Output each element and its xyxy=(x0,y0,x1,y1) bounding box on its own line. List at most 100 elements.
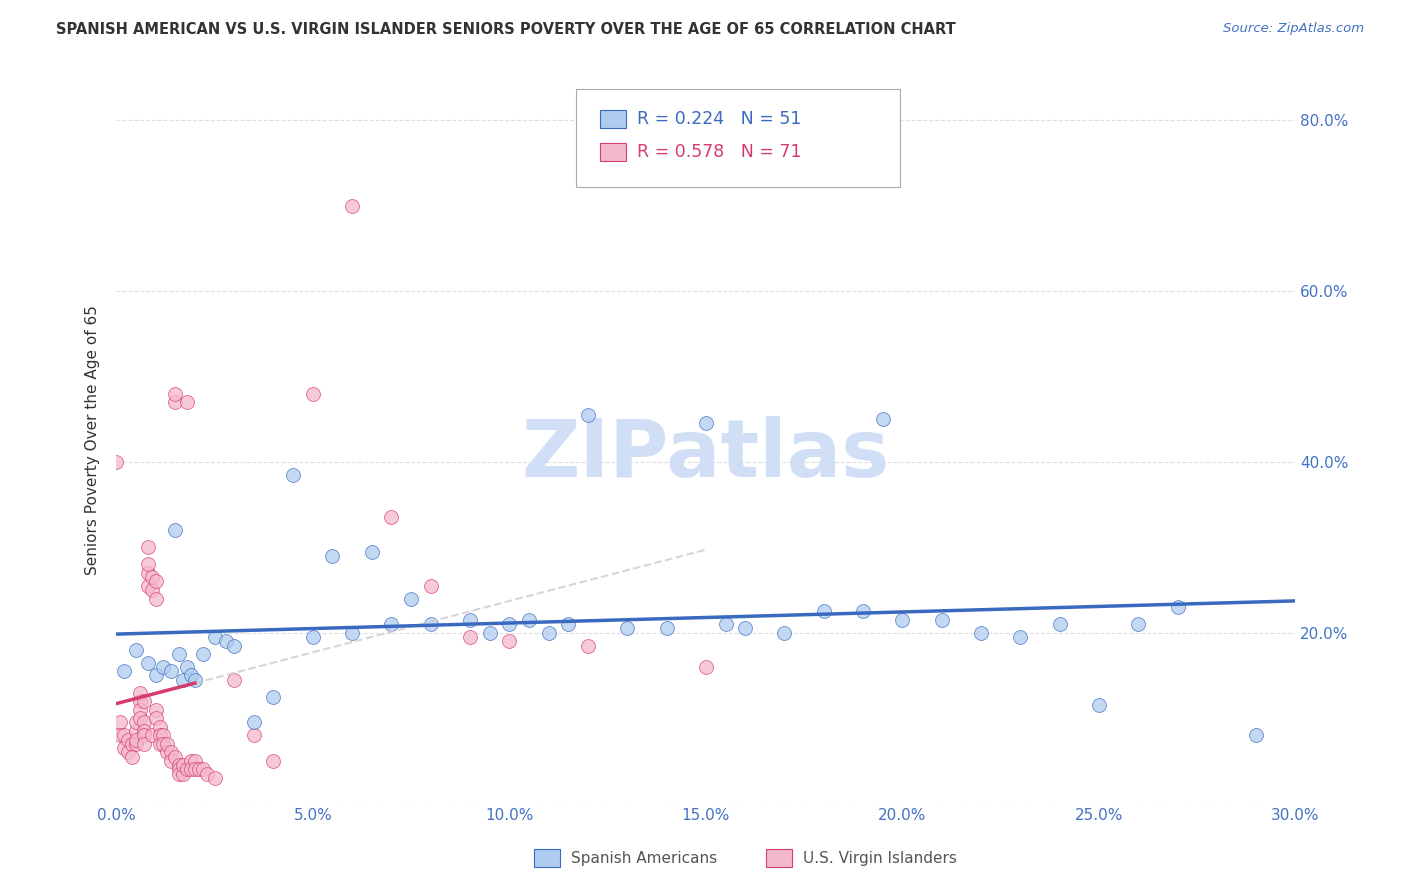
Point xyxy=(145,591,167,606)
Point xyxy=(165,395,187,409)
Point xyxy=(167,766,190,780)
Point xyxy=(125,715,148,730)
Point xyxy=(125,643,148,657)
Point xyxy=(167,758,190,772)
Point xyxy=(773,625,796,640)
Point xyxy=(112,664,135,678)
Point xyxy=(340,625,363,640)
Point xyxy=(141,570,163,584)
Point xyxy=(128,694,150,708)
Point xyxy=(243,728,266,742)
Point xyxy=(176,395,198,409)
Point xyxy=(478,625,501,640)
Point xyxy=(184,754,207,768)
Point xyxy=(191,763,214,777)
Text: U.S. Virgin Islanders: U.S. Virgin Islanders xyxy=(803,851,956,865)
Point xyxy=(380,617,402,632)
Point xyxy=(576,408,599,422)
Point xyxy=(180,668,202,682)
Point xyxy=(204,771,226,785)
Point xyxy=(734,622,756,636)
Point xyxy=(167,647,190,661)
Point xyxy=(141,728,163,742)
Point xyxy=(136,541,159,555)
Point xyxy=(128,703,150,717)
Point xyxy=(132,694,155,708)
Point xyxy=(180,754,202,768)
Point xyxy=(145,703,167,717)
Point xyxy=(117,732,139,747)
Text: ZIPatlas: ZIPatlas xyxy=(522,416,890,494)
Point xyxy=(136,656,159,670)
Point xyxy=(655,622,678,636)
Point xyxy=(165,523,187,537)
Point xyxy=(1049,617,1071,632)
Point xyxy=(165,386,187,401)
Point xyxy=(616,622,638,636)
Point xyxy=(852,604,875,618)
Point xyxy=(105,455,128,469)
Point xyxy=(380,510,402,524)
Point xyxy=(195,766,218,780)
Point xyxy=(125,724,148,739)
Point xyxy=(176,763,198,777)
Point xyxy=(1010,630,1032,644)
Point xyxy=(112,728,135,742)
Point xyxy=(136,566,159,580)
Point xyxy=(419,617,441,632)
Point xyxy=(301,386,323,401)
Point xyxy=(184,763,207,777)
Point xyxy=(243,715,266,730)
Point xyxy=(167,763,190,777)
Point xyxy=(156,737,179,751)
Point xyxy=(125,732,148,747)
Point xyxy=(458,613,481,627)
Point xyxy=(152,660,174,674)
Point xyxy=(695,417,717,431)
Point xyxy=(191,647,214,661)
Point xyxy=(132,728,155,742)
Point xyxy=(108,715,131,730)
Point xyxy=(152,728,174,742)
Point xyxy=(419,579,441,593)
Point xyxy=(160,664,183,678)
Point xyxy=(165,749,187,764)
Point xyxy=(156,745,179,759)
Point xyxy=(498,634,520,648)
Point xyxy=(970,625,993,640)
Point xyxy=(172,673,194,687)
Point xyxy=(224,639,246,653)
Point xyxy=(1167,600,1189,615)
Point xyxy=(132,715,155,730)
Point xyxy=(172,766,194,780)
Point xyxy=(136,579,159,593)
Point xyxy=(125,737,148,751)
Text: R = 0.224   N = 51: R = 0.224 N = 51 xyxy=(637,110,801,128)
Point xyxy=(872,412,894,426)
Point xyxy=(141,582,163,597)
Point xyxy=(204,630,226,644)
Point xyxy=(132,737,155,751)
Y-axis label: Seniors Poverty Over the Age of 65: Seniors Poverty Over the Age of 65 xyxy=(86,306,100,575)
Text: R = 0.578   N = 71: R = 0.578 N = 71 xyxy=(637,143,801,161)
Point xyxy=(281,467,304,482)
Text: Spanish Americans: Spanish Americans xyxy=(571,851,717,865)
Point xyxy=(695,660,717,674)
Point xyxy=(160,754,183,768)
Point xyxy=(360,544,382,558)
Point xyxy=(187,763,209,777)
Point xyxy=(263,754,285,768)
Point xyxy=(108,728,131,742)
Point xyxy=(458,630,481,644)
Point xyxy=(117,745,139,759)
Point xyxy=(1088,698,1111,713)
Point xyxy=(576,639,599,653)
Point xyxy=(172,758,194,772)
Point xyxy=(132,724,155,739)
Point xyxy=(148,728,170,742)
Point xyxy=(148,720,170,734)
Point xyxy=(145,574,167,589)
Point xyxy=(301,630,323,644)
Point xyxy=(215,634,238,648)
Point xyxy=(813,604,835,618)
